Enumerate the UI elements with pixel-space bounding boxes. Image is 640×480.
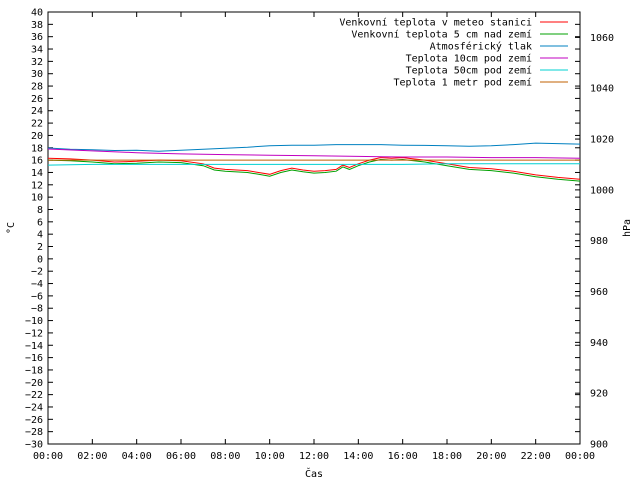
y-tick-label: −24 <box>25 402 43 413</box>
y2-tick-label: 980 <box>590 236 608 247</box>
y2-tick-label: 960 <box>590 287 608 298</box>
y2-tick-label: 1020 <box>590 135 614 146</box>
y-tick-label: −6 <box>31 291 43 302</box>
y-tick-label: 0 <box>37 254 43 265</box>
y-tick-label: 12 <box>31 180 43 191</box>
legend-label-6: Teplota 1 metr pod zemí <box>394 77 532 89</box>
legend-label-4: Teplota 10cm pod zemí <box>406 53 532 65</box>
x-tick-label: 08:00 <box>210 451 240 462</box>
legend-label-2: Venkovní teplota 5 cm nad zemí <box>351 29 532 41</box>
x-tick-label: 18:00 <box>432 451 462 462</box>
y-tick-label: −18 <box>25 365 43 376</box>
y-tick-label: 22 <box>31 119 43 130</box>
y-tick-label: 10 <box>31 193 43 204</box>
y2-tick-label: 940 <box>590 338 608 349</box>
y-tick-label: −14 <box>25 341 43 352</box>
x-tick-label: 12:00 <box>299 451 329 462</box>
y-tick-label: −30 <box>25 440 43 451</box>
y-tick-label: −10 <box>25 316 43 327</box>
y-axis-ticks: −30−28−26−24−22−20−18−16−14−12−10−8−6−4−… <box>25 8 580 451</box>
x-tick-label: 06:00 <box>166 451 196 462</box>
x-axis-ticks: 00:00 02:00 04:00 06:00 08:00 10:00 12:00 14:00… <box>33 12 595 462</box>
y-tick-label: 24 <box>31 106 43 117</box>
y-tick-label: 4 <box>37 230 43 241</box>
y-tick-label: 28 <box>31 82 43 93</box>
x-tick-label: 16:00 <box>388 451 418 462</box>
y2-axis-ticks: 900 920 940 960 980 1000 1020 1040 1060 <box>575 33 614 451</box>
x-tick-label: 00:00 <box>33 451 63 462</box>
y-tick-label: −28 <box>25 427 43 438</box>
x-tick-label: 00:00 <box>565 451 595 462</box>
y-tick-label: 8 <box>37 205 43 216</box>
y-tick-label: 20 <box>31 131 43 142</box>
y-tick-label: 36 <box>31 32 43 43</box>
y-tick-label: 16 <box>31 156 43 167</box>
y-tick-label: −4 <box>31 279 43 290</box>
series-line-2 <box>47 158 581 182</box>
x-tick-label: 22:00 <box>521 451 551 462</box>
y2-tick-label: 1000 <box>590 185 614 196</box>
y2-tick-label: 1040 <box>590 84 614 95</box>
series-line-5 <box>47 163 580 166</box>
x-tick-label: 20:00 <box>476 451 506 462</box>
x-axis-label: Čas <box>305 467 323 480</box>
y-tick-label: 6 <box>37 217 43 228</box>
y-axis-label: °C <box>6 222 17 234</box>
y-tick-label: 26 <box>31 94 43 105</box>
y-tick-label: −2 <box>31 267 43 278</box>
y2-axis-label: hPa <box>622 219 633 237</box>
x-tick-label: 02:00 <box>77 451 107 462</box>
legend-label-3: Atmosférický tlak <box>430 41 532 53</box>
y-tick-label: 34 <box>31 45 43 56</box>
y-tick-label: −12 <box>25 328 43 339</box>
legend: Venkovní teplota v meteo staniciVenkovní… <box>339 17 568 89</box>
y-tick-label: 30 <box>31 69 43 80</box>
x-tick-label: 14:00 <box>343 451 373 462</box>
y-tick-label: −8 <box>31 304 43 315</box>
y-tick-label: −26 <box>25 415 43 426</box>
y2-tick-label: 1060 <box>590 33 614 44</box>
y-tick-label: 14 <box>31 168 43 179</box>
x-tick-label: 04:00 <box>122 451 152 462</box>
y-tick-label: 38 <box>31 20 43 31</box>
series-line-1 <box>47 157 581 180</box>
series-line-4 <box>47 148 581 159</box>
y-tick-label: −16 <box>25 353 43 364</box>
y2-tick-label: 920 <box>590 389 608 400</box>
y-tick-label: 40 <box>31 8 43 19</box>
legend-label-1: Venkovní teplota v meteo stanici <box>339 17 532 29</box>
y-tick-label: 2 <box>37 242 43 253</box>
series-lines <box>47 142 581 182</box>
x-tick-label: 10:00 <box>255 451 285 462</box>
y-tick-label: 18 <box>31 143 43 154</box>
y-tick-label: −20 <box>25 378 43 389</box>
series-line-3 <box>47 142 581 152</box>
legend-label-5: Teplota 50cm pod zemí <box>406 65 532 77</box>
y2-tick-label: 900 <box>590 440 608 451</box>
y-tick-label: −22 <box>25 390 43 401</box>
y-tick-label: 32 <box>31 57 43 68</box>
